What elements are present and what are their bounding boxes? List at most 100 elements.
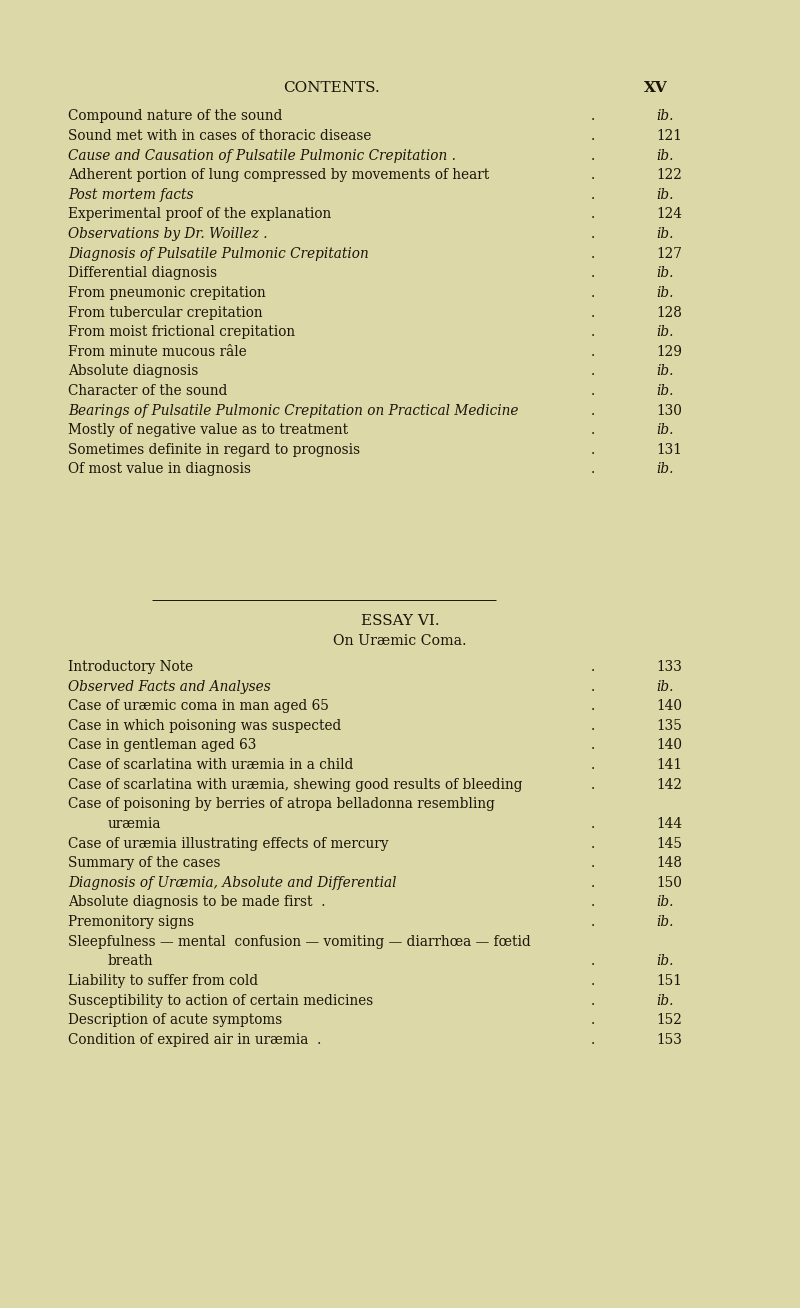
Text: ib.: ib. bbox=[656, 680, 674, 693]
Text: .: . bbox=[590, 955, 594, 968]
Text: Absolute diagnosis to be made first  .: Absolute diagnosis to be made first . bbox=[68, 896, 326, 909]
Text: .: . bbox=[590, 247, 594, 260]
Text: 141: 141 bbox=[656, 759, 682, 772]
Text: .: . bbox=[590, 974, 594, 988]
Text: Summary of the cases: Summary of the cases bbox=[68, 857, 221, 870]
Text: 144: 144 bbox=[656, 818, 682, 831]
Text: On Uræmic Coma.: On Uræmic Coma. bbox=[333, 634, 467, 647]
Text: .: . bbox=[590, 700, 594, 713]
Text: ib.: ib. bbox=[656, 267, 674, 280]
Text: Case of uræmia illustrating effects of mercury: Case of uræmia illustrating effects of m… bbox=[68, 837, 389, 850]
Text: Differential diagnosis: Differential diagnosis bbox=[68, 267, 217, 280]
Text: 145: 145 bbox=[656, 837, 682, 850]
Text: .: . bbox=[590, 404, 594, 417]
Text: 140: 140 bbox=[656, 739, 682, 752]
Text: .: . bbox=[590, 739, 594, 752]
Text: uræmia: uræmia bbox=[108, 818, 162, 831]
Text: 135: 135 bbox=[656, 719, 682, 732]
Text: 131: 131 bbox=[656, 443, 682, 456]
Text: Description of acute symptoms: Description of acute symptoms bbox=[68, 1014, 282, 1027]
Text: 127: 127 bbox=[656, 247, 682, 260]
Text: 122: 122 bbox=[656, 169, 682, 182]
Text: Diagnosis of Pulsatile Pulmonic Crepitation: Diagnosis of Pulsatile Pulmonic Crepitat… bbox=[68, 247, 369, 260]
Text: .: . bbox=[590, 994, 594, 1007]
Text: .: . bbox=[590, 680, 594, 693]
Text: Absolute diagnosis: Absolute diagnosis bbox=[68, 365, 198, 378]
Text: .: . bbox=[590, 345, 594, 358]
Text: ib.: ib. bbox=[656, 110, 674, 123]
Text: ib.: ib. bbox=[656, 188, 674, 201]
Text: Observations by Dr. Woillez .: Observations by Dr. Woillez . bbox=[68, 228, 268, 241]
Text: .: . bbox=[590, 778, 594, 791]
Text: CONTENTS.: CONTENTS. bbox=[284, 81, 380, 94]
Text: Case of poisoning by berries of atropa belladonna resembling: Case of poisoning by berries of atropa b… bbox=[68, 798, 495, 811]
Text: Mostly of negative value as to treatment: Mostly of negative value as to treatment bbox=[68, 424, 348, 437]
Text: .: . bbox=[590, 1014, 594, 1027]
Text: .: . bbox=[590, 857, 594, 870]
Text: 152: 152 bbox=[656, 1014, 682, 1027]
Text: Case in gentleman aged 63: Case in gentleman aged 63 bbox=[68, 739, 256, 752]
Text: .: . bbox=[590, 286, 594, 300]
Text: ib.: ib. bbox=[656, 916, 674, 929]
Text: Diagnosis of Uræmia, Absolute and Differential: Diagnosis of Uræmia, Absolute and Differ… bbox=[68, 876, 397, 889]
Text: XV: XV bbox=[644, 81, 668, 94]
Text: .: . bbox=[590, 759, 594, 772]
Text: 153: 153 bbox=[656, 1033, 682, 1046]
Text: .: . bbox=[590, 110, 594, 123]
Text: .: . bbox=[590, 719, 594, 732]
Text: .: . bbox=[590, 463, 594, 476]
Text: .: . bbox=[590, 228, 594, 241]
Text: .: . bbox=[590, 916, 594, 929]
Text: .: . bbox=[590, 837, 594, 850]
Text: From pneumonic crepitation: From pneumonic crepitation bbox=[68, 286, 266, 300]
Text: Character of the sound: Character of the sound bbox=[68, 385, 227, 398]
Text: From minute mucous râle: From minute mucous râle bbox=[68, 345, 246, 358]
Text: ib.: ib. bbox=[656, 385, 674, 398]
Text: .: . bbox=[590, 365, 594, 378]
Text: Sometimes definite in regard to prognosis: Sometimes definite in regard to prognosi… bbox=[68, 443, 360, 456]
Text: .: . bbox=[590, 385, 594, 398]
Text: Compound nature of the sound: Compound nature of the sound bbox=[68, 110, 282, 123]
Text: Case of uræmic coma in man aged 65: Case of uræmic coma in man aged 65 bbox=[68, 700, 329, 713]
Text: From moist frictional crepitation: From moist frictional crepitation bbox=[68, 326, 295, 339]
Text: 151: 151 bbox=[656, 974, 682, 988]
Text: Cause and Causation of Pulsatile Pulmonic Crepitation .: Cause and Causation of Pulsatile Pulmoni… bbox=[68, 149, 456, 162]
Text: Premonitory signs: Premonitory signs bbox=[68, 916, 194, 929]
Text: ib.: ib. bbox=[656, 149, 674, 162]
Text: Post mortem facts: Post mortem facts bbox=[68, 188, 194, 201]
Text: Experimental proof of the explanation: Experimental proof of the explanation bbox=[68, 208, 331, 221]
Text: .: . bbox=[590, 149, 594, 162]
Text: 130: 130 bbox=[656, 404, 682, 417]
Text: ib.: ib. bbox=[656, 228, 674, 241]
Text: ib.: ib. bbox=[656, 896, 674, 909]
Text: 133: 133 bbox=[656, 661, 682, 674]
Text: Of most value in diagnosis: Of most value in diagnosis bbox=[68, 463, 251, 476]
Text: 140: 140 bbox=[656, 700, 682, 713]
Text: Sound met with in cases of thoracic disease: Sound met with in cases of thoracic dise… bbox=[68, 129, 371, 143]
Text: 142: 142 bbox=[656, 778, 682, 791]
Text: ib.: ib. bbox=[656, 955, 674, 968]
Text: Bearings of Pulsatile Pulmonic Crepitation on Practical Medicine: Bearings of Pulsatile Pulmonic Crepitati… bbox=[68, 404, 518, 417]
Text: .: . bbox=[590, 267, 594, 280]
Text: .: . bbox=[590, 424, 594, 437]
Text: 129: 129 bbox=[656, 345, 682, 358]
Text: Case of scarlatina with uræmia in a child: Case of scarlatina with uræmia in a chil… bbox=[68, 759, 354, 772]
Text: From tubercular crepitation: From tubercular crepitation bbox=[68, 306, 262, 319]
Text: ESSAY VI.: ESSAY VI. bbox=[361, 615, 439, 628]
Text: ib.: ib. bbox=[656, 463, 674, 476]
Text: .: . bbox=[590, 188, 594, 201]
Text: Adherent portion of lung compressed by movements of heart: Adherent portion of lung compressed by m… bbox=[68, 169, 490, 182]
Text: .: . bbox=[590, 306, 594, 319]
Text: .: . bbox=[590, 443, 594, 456]
Text: ib.: ib. bbox=[656, 424, 674, 437]
Text: .: . bbox=[590, 169, 594, 182]
Text: ib.: ib. bbox=[656, 286, 674, 300]
Text: Susceptibility to action of certain medicines: Susceptibility to action of certain medi… bbox=[68, 994, 374, 1007]
Text: ib.: ib. bbox=[656, 365, 674, 378]
Text: Condition of expired air in uræmia  .: Condition of expired air in uræmia . bbox=[68, 1033, 322, 1046]
Text: 124: 124 bbox=[656, 208, 682, 221]
Text: .: . bbox=[590, 896, 594, 909]
Text: Sleepfulness — mental  confusion — vomiting — diarrhœa — fœtid: Sleepfulness — mental confusion — vomiti… bbox=[68, 935, 530, 948]
Text: .: . bbox=[590, 208, 594, 221]
Text: Introductory Note: Introductory Note bbox=[68, 661, 193, 674]
